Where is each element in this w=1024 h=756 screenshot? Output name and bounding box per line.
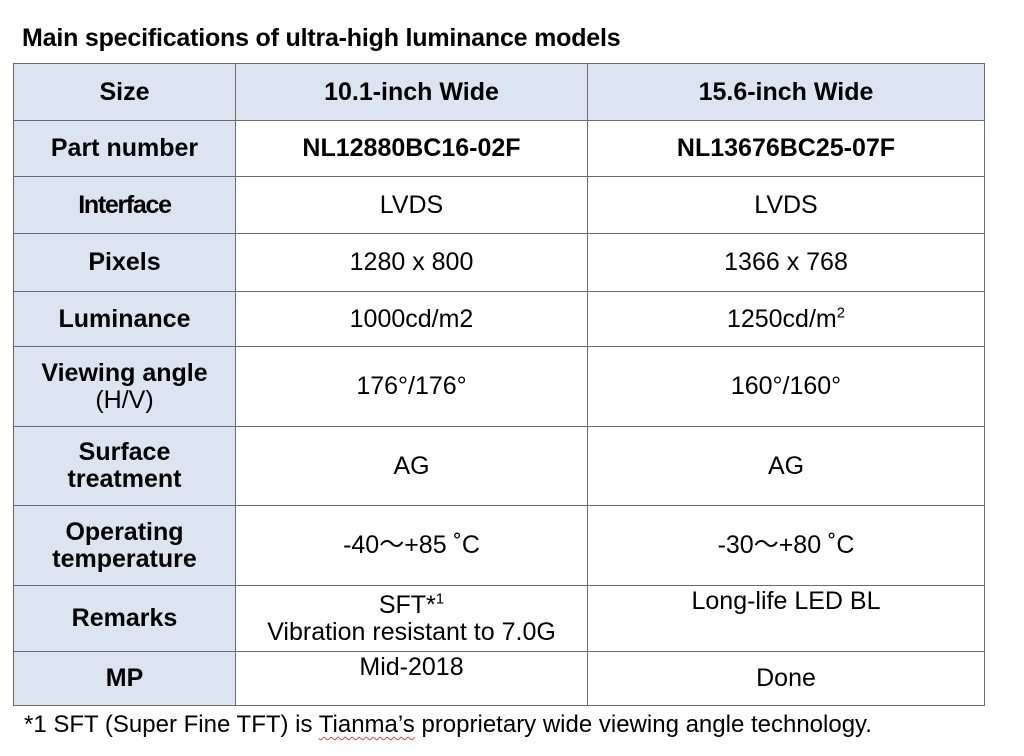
luminance-10-inch: 1000cd/m2 [235, 291, 588, 347]
viewing-angle-15-inch: 160°/160° [587, 346, 985, 427]
header-10-inch: 10.1-inch Wide [235, 63, 588, 121]
mp-15-inch: Done [587, 651, 985, 706]
pixels-10-inch: 1280 x 800 [235, 233, 588, 292]
remarks-vibration: Vibration resistant to 7.0G [267, 617, 556, 646]
header-15-inch: 15.6-inch Wide [587, 63, 985, 121]
row-label-interface: Interface [13, 176, 236, 234]
row-label-mp: MP [13, 651, 236, 706]
interface-15-inch: LVDS [587, 176, 985, 234]
row-label-pixels: Pixels [13, 233, 236, 292]
viewing-angle-unit: (H/V) [95, 385, 154, 414]
table-row: Pixels 1280 x 800 1366 x 768 [13, 233, 985, 292]
row-label-luminance: Luminance [13, 291, 236, 347]
table-header-row: Size 10.1-inch Wide 15.6-inch Wide [13, 63, 985, 121]
table-row: MP Mid-2018 Done [13, 651, 985, 706]
table-row: Viewing angle (H/V) 176°/176° 160°/160° [13, 346, 985, 427]
temperature-label-line1: Operating [65, 517, 184, 546]
interface-10-inch: LVDS [235, 176, 588, 234]
row-label-remarks: Remarks [13, 585, 236, 652]
remarks-sft: SFT*1 [378, 590, 445, 619]
part-number-10-inch: NL12880BC16-02F [235, 120, 588, 177]
remarks-15-inch: Long-life LED BL [587, 585, 985, 652]
row-label-operating-temperature: Operating temperature [13, 505, 236, 586]
page-title: Main specifications of ultra-high lumina… [22, 24, 621, 52]
table-row: Surface treatment AG AG [13, 426, 985, 506]
table-row: Part number NL12880BC16-02F NL13676BC25-… [13, 120, 985, 177]
temperature-15-inch: -30～+80 ˚C [587, 505, 985, 586]
table-row: Luminance 1000cd/m2 1250cd/m2 [13, 291, 985, 347]
header-size: Size [13, 63, 236, 121]
table-row: Interface LVDS LVDS [13, 176, 985, 234]
luminance-superscript: 2 [836, 304, 846, 322]
viewing-angle-label: Viewing angle [41, 358, 208, 387]
specifications-table: Size 10.1-inch Wide 15.6-inch Wide Part … [13, 63, 985, 706]
luminance-15-inch: 1250cd/m2 [587, 291, 985, 347]
surface-label-line1: Surface [78, 438, 171, 466]
row-label-surface-treatment: Surface treatment [13, 426, 236, 506]
spellcheck-flagged-word: Tianma’s [318, 711, 415, 738]
footnote: *1 SFT (Super Fine TFT) is Tianma’s prop… [24, 711, 872, 738]
luminance-15-inch-value: 1250cd/m [726, 304, 837, 333]
surface-15-inch: AG [587, 426, 985, 506]
part-number-15-inch: NL13676BC25-07F [587, 120, 985, 177]
remarks-10-inch: SFT*1 Vibration resistant to 7.0G [235, 585, 588, 652]
table-row: Remarks SFT*1 Vibration resistant to 7.0G… [13, 585, 985, 652]
pixels-15-inch: 1366 x 768 [587, 233, 985, 292]
row-label-part-number: Part number [13, 120, 236, 177]
surface-label-line2: treatment [67, 465, 182, 493]
temperature-label-line2: temperature [52, 544, 197, 573]
viewing-angle-10-inch: 176°/176° [235, 346, 588, 427]
row-label-viewing-angle: Viewing angle (H/V) [13, 346, 236, 427]
footnote-marker: 1 [435, 590, 445, 608]
surface-10-inch: AG [235, 426, 588, 506]
table-row: Operating temperature -40～+85 ˚C -30～+80 … [13, 505, 985, 586]
temperature-10-inch: -40～+85 ˚C [235, 505, 588, 586]
mp-10-inch: Mid-2018 [235, 651, 588, 706]
